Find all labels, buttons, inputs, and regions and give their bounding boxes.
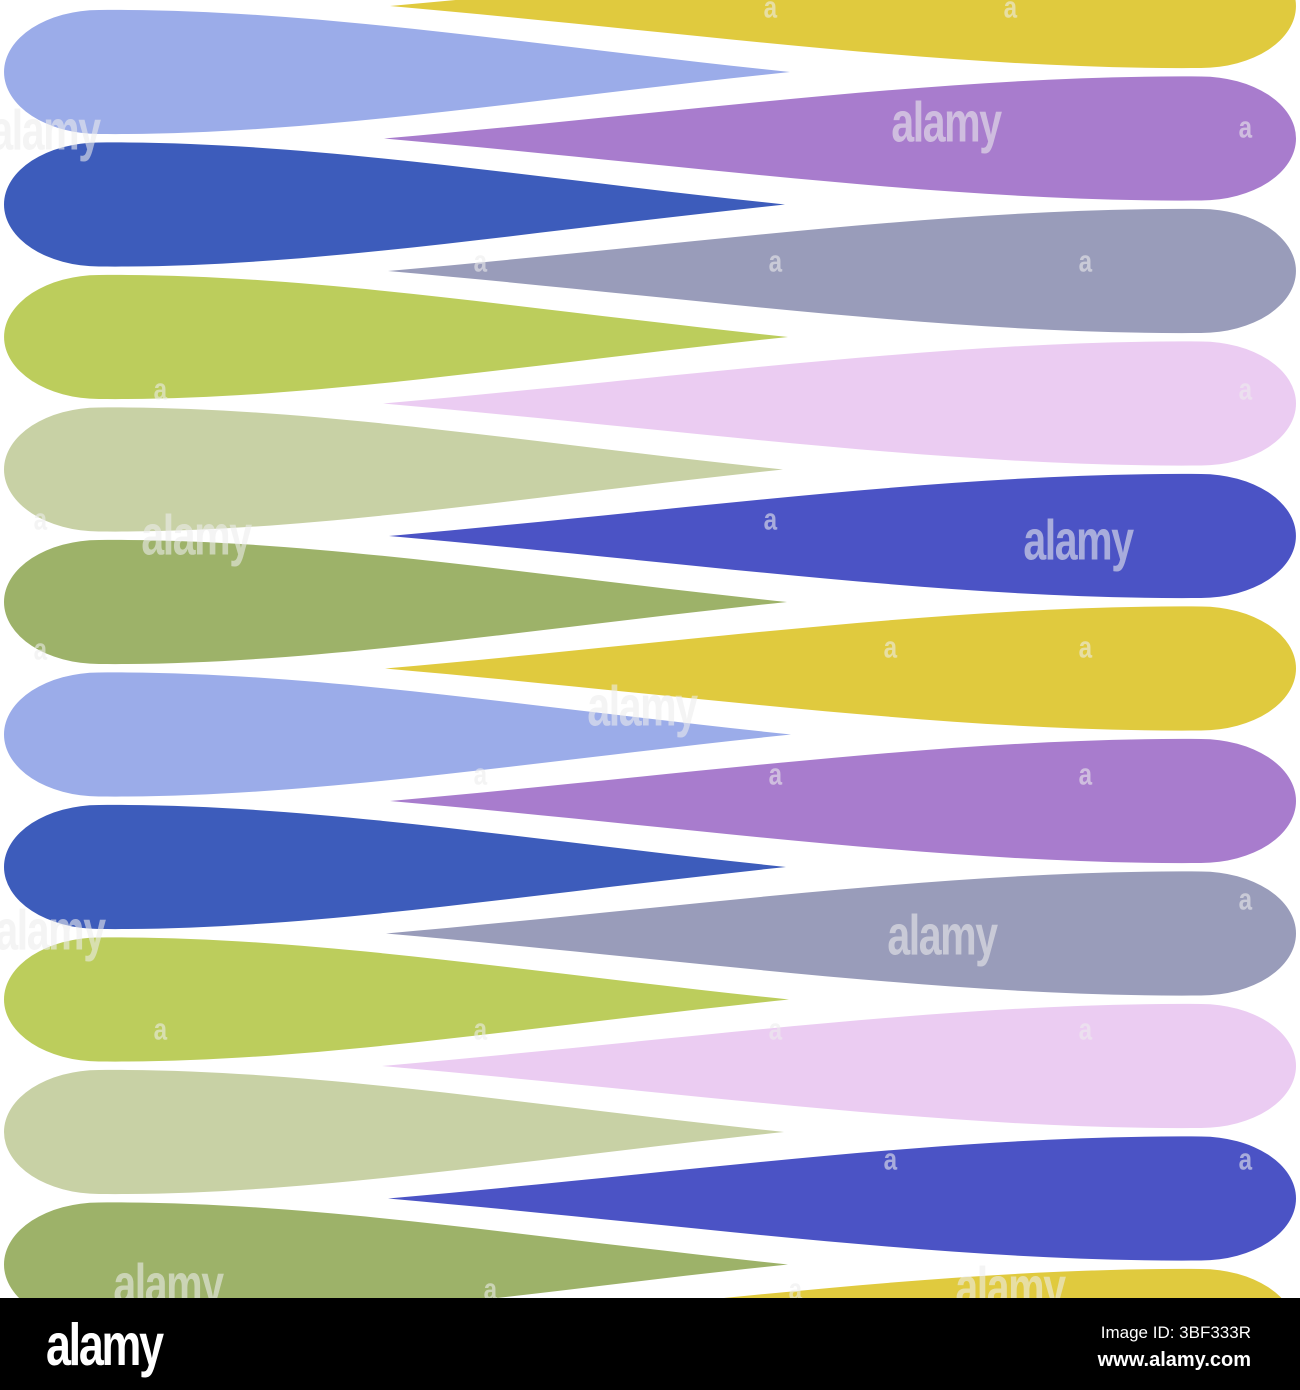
alamy-url[interactable]: www.alamy.com xyxy=(1097,1349,1251,1371)
teardrop-left-chartreuse xyxy=(4,937,790,1062)
teardrop-left-periwinkle xyxy=(4,672,792,797)
teardrop-right-pale_pink xyxy=(383,341,1297,466)
teardrop-right-gray_lavender xyxy=(388,208,1296,334)
teardrop-left-olive xyxy=(4,539,787,665)
teardrop-right-mustard_yellow xyxy=(385,606,1297,731)
teardrop-left-periwinkle xyxy=(4,9,791,135)
teardrop-left-olive xyxy=(4,1202,789,1327)
teardrop-right-purple xyxy=(390,738,1296,864)
teardrop-right-indigo xyxy=(389,473,1296,599)
teardrop-right-pale_pink xyxy=(382,1003,1296,1129)
teardrop-right-indigo xyxy=(388,1136,1297,1261)
teardrop-left-chartreuse xyxy=(4,274,788,400)
teardrop-right-gray_lavender xyxy=(386,871,1297,996)
teardrop-left-royal_blue xyxy=(4,142,786,267)
footer-meta: Image ID: 3BF333R www.alamy.com xyxy=(1098,1324,1251,1370)
alamy-logo: alamy xyxy=(46,1312,164,1378)
teardrop-right-mustard_yellow xyxy=(390,0,1296,69)
teardrop-left-pale_sage xyxy=(4,407,784,532)
teardrop-left-pale_sage xyxy=(4,1069,784,1195)
image-id-label: Image ID: 3BF333R xyxy=(1100,1323,1251,1342)
teardrop-right-purple xyxy=(384,76,1297,201)
footer-bar: alamy Image ID: 3BF333R www.alamy.com xyxy=(0,1298,1300,1390)
teardrop-left-royal_blue xyxy=(4,804,786,930)
